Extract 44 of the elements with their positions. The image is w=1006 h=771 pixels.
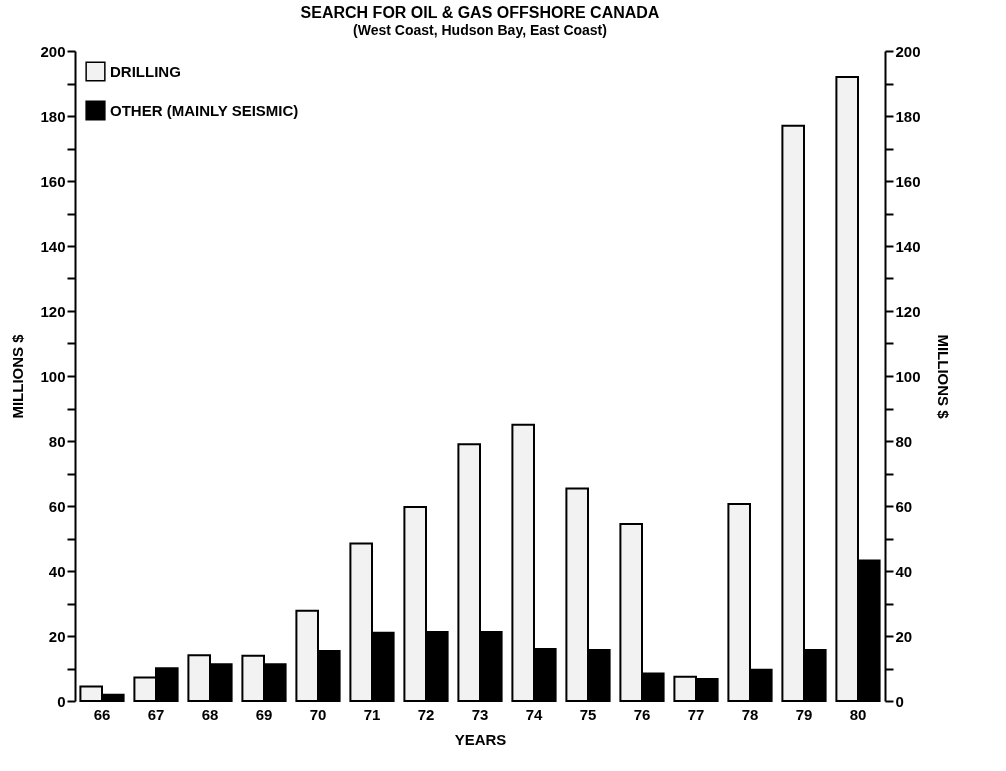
y-tick-label: 160	[40, 172, 66, 190]
y2-tick-label: 160	[895, 172, 921, 190]
y-tick-label: 40	[48, 562, 66, 580]
y-tick-label: 20	[48, 627, 66, 645]
x-tick-label: 69	[255, 705, 273, 723]
x-tick-label: 80	[849, 705, 867, 723]
y2-tick-label: 0	[895, 692, 904, 710]
x-tick-label: 71	[363, 705, 381, 723]
y-tick-label: 140	[40, 237, 66, 255]
legend-label: DRILLING	[110, 62, 181, 80]
y-tick-label: 120	[40, 302, 66, 320]
legend-label: OTHER (MAINLY SEISMIC)	[110, 101, 299, 119]
y2-tick-label: 20	[895, 627, 913, 645]
x-tick-label: 77	[687, 705, 705, 723]
y-tick-label: 100	[40, 367, 66, 385]
y-tick-label: 80	[48, 432, 66, 450]
x-tick-label: 78	[741, 705, 759, 723]
y2-tick-label: 180	[895, 107, 921, 125]
y2-tick-label: 200	[895, 42, 921, 60]
y2-tick-label: 40	[895, 562, 913, 580]
y-tick-label: 180	[40, 107, 66, 125]
x-tick-label: 76	[633, 705, 651, 723]
y2-tick-label: 60	[895, 497, 913, 515]
x-tick-label: 67	[147, 705, 165, 723]
y2-axis-title: MILLIONS $	[934, 334, 952, 420]
x-axis-title: YEARS	[454, 730, 507, 748]
x-tick-label: 70	[309, 705, 327, 723]
y2-tick-label: 120	[895, 302, 921, 320]
y-tick-label: 200	[40, 42, 66, 60]
y2-tick-label: 140	[895, 237, 921, 255]
x-tick-label: 73	[471, 705, 489, 723]
x-tick-label: 66	[93, 705, 111, 723]
y-tick-label: 0	[57, 692, 66, 710]
x-tick-label: 72	[417, 705, 435, 723]
x-tick-label: 68	[201, 705, 219, 723]
chart-subtitle: (West Coast, Hudson Bay, East Coast)	[353, 22, 607, 38]
x-tick-label: 75	[579, 705, 597, 723]
x-tick-label: 79	[795, 705, 813, 723]
y2-tick-label: 80	[895, 432, 913, 450]
x-tick-label: 74	[525, 705, 543, 723]
y-tick-label: 60	[48, 497, 66, 515]
y2-tick-label: 100	[895, 367, 921, 385]
y-axis-title: MILLIONS $	[9, 333, 27, 419]
chart-title: SEARCH FOR OIL & GAS OFFSHORE CANADA	[300, 4, 660, 21]
